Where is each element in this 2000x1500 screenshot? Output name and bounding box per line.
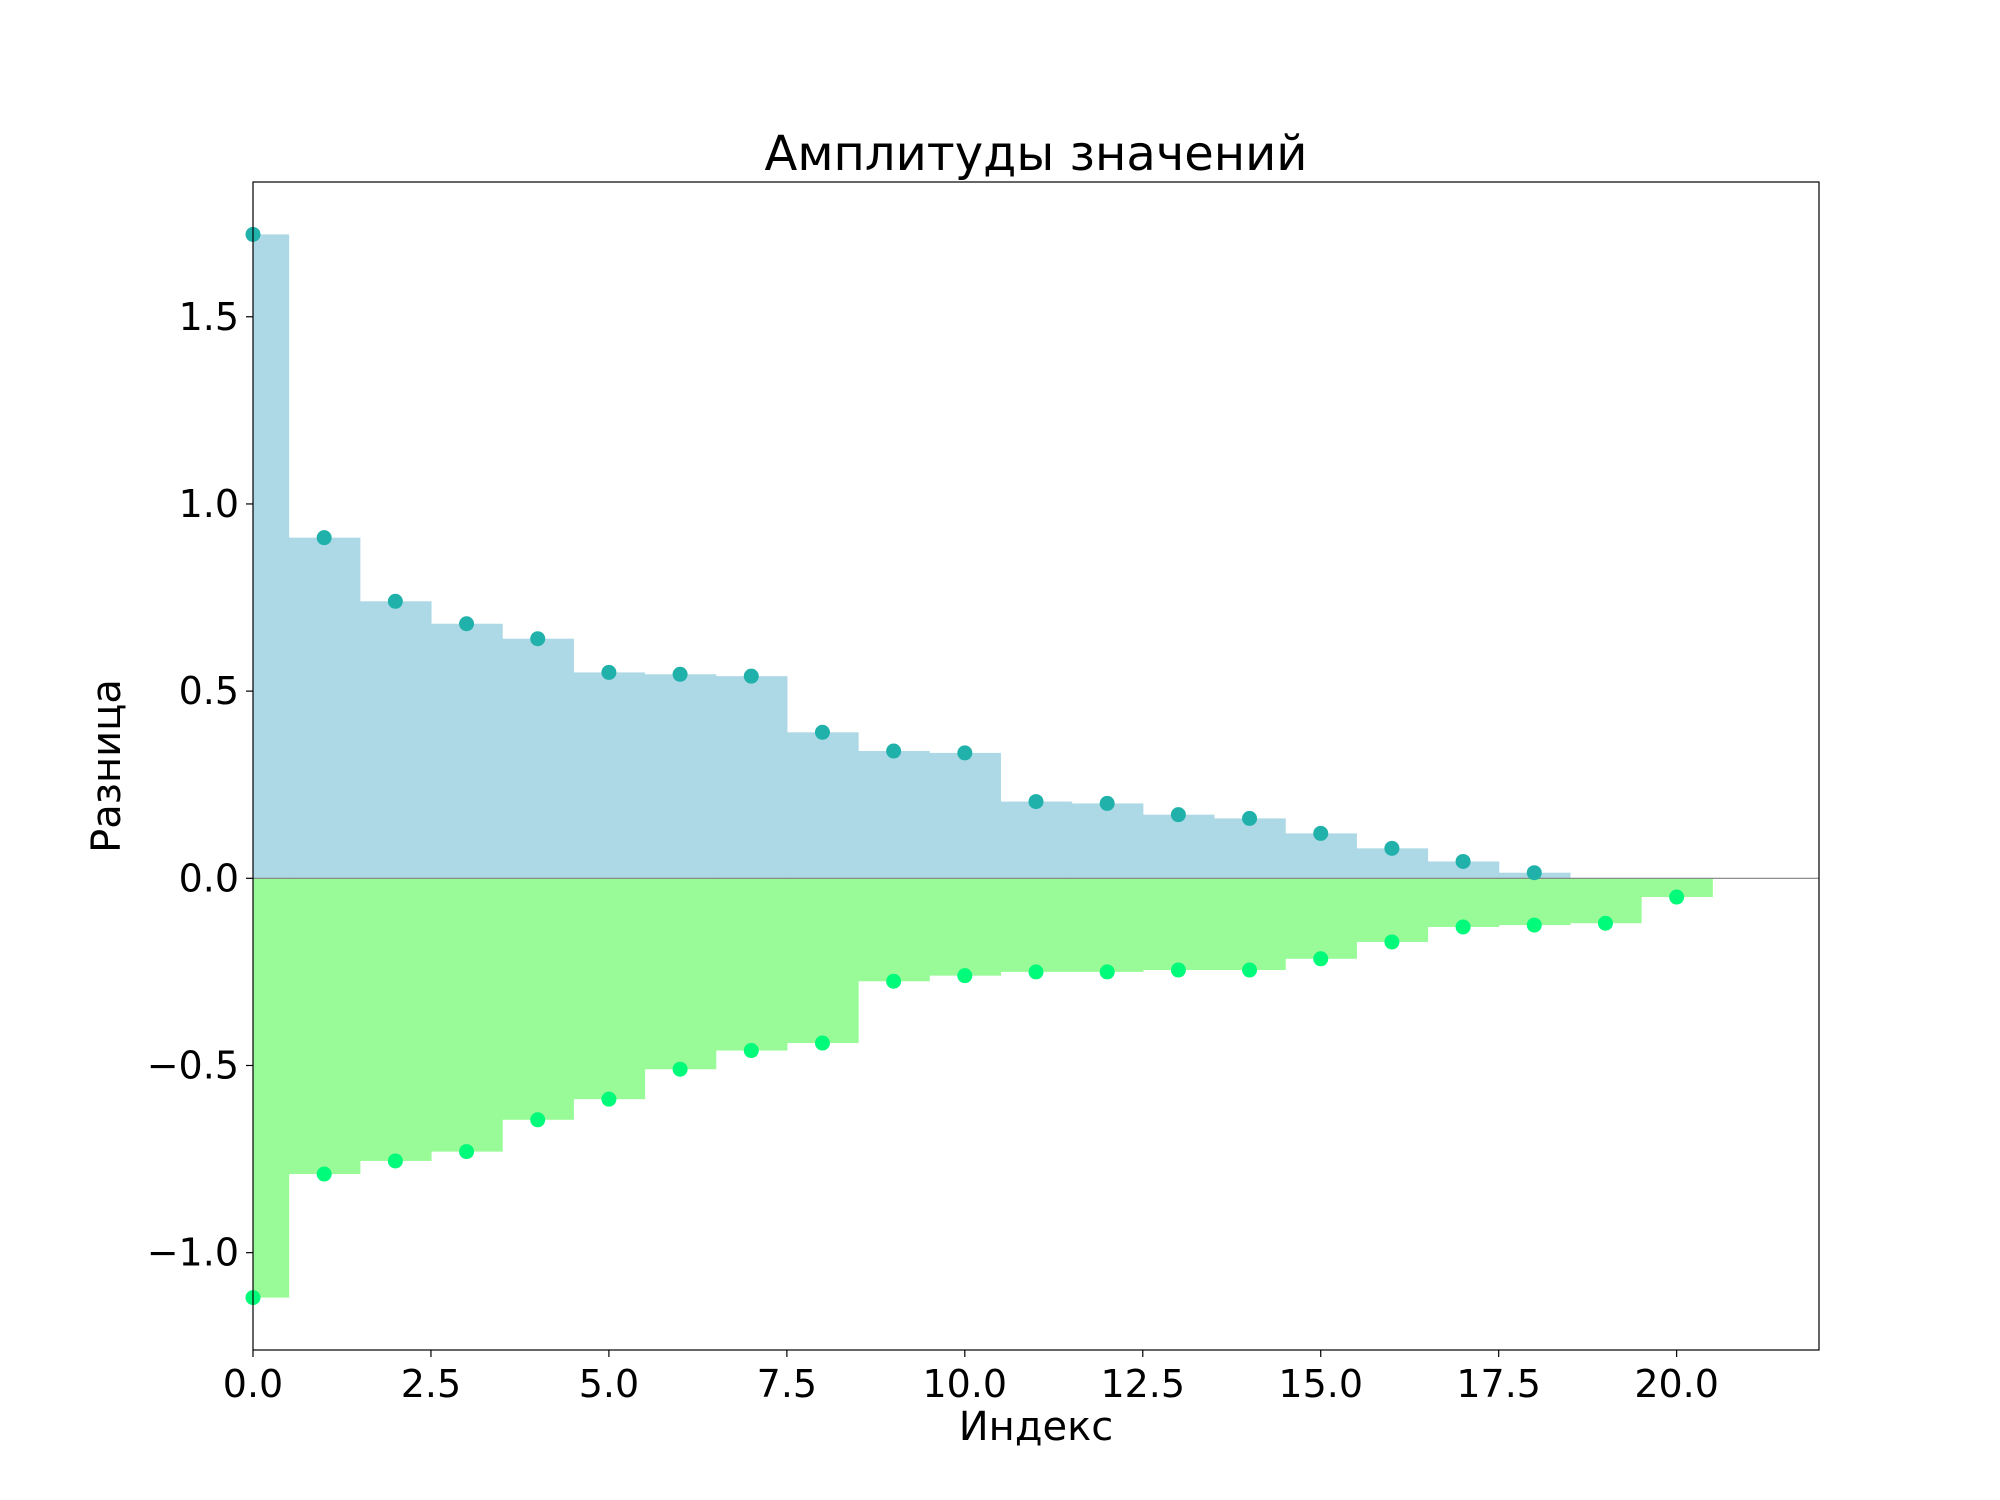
bar-s0-0 bbox=[253, 234, 290, 879]
series-layer bbox=[253, 234, 1713, 1298]
point-s1-15 bbox=[1313, 951, 1329, 967]
bar-s1-9 bbox=[858, 878, 930, 982]
bar-s0-4 bbox=[502, 638, 574, 879]
point-s0-5 bbox=[601, 664, 617, 680]
x-tick-label-5: 12.5 bbox=[1100, 1362, 1185, 1406]
bar-s0-8 bbox=[786, 732, 859, 879]
point-s0-12 bbox=[1099, 795, 1115, 811]
x-tick-label-8: 20.0 bbox=[1634, 1362, 1719, 1406]
bar-s0-1 bbox=[288, 537, 361, 879]
point-s1-16 bbox=[1384, 934, 1400, 950]
marker-layer bbox=[245, 226, 1685, 1306]
point-s1-14 bbox=[1242, 962, 1258, 978]
point-s0-9 bbox=[886, 743, 902, 759]
point-s0-14 bbox=[1242, 810, 1258, 826]
point-s1-19 bbox=[1597, 915, 1613, 931]
bar-s1-2 bbox=[359, 878, 432, 1161]
bar-s0-3 bbox=[430, 623, 503, 879]
x-tick-label-6: 15.0 bbox=[1278, 1362, 1363, 1406]
y-tick-label-5: 1.5 bbox=[179, 295, 239, 339]
x-tick-label-7: 17.5 bbox=[1456, 1362, 1541, 1406]
bar-s1-13 bbox=[1142, 878, 1215, 971]
y-tick-label-2: 0.0 bbox=[179, 856, 239, 900]
point-s0-18 bbox=[1526, 865, 1542, 881]
point-s0-7 bbox=[743, 668, 759, 684]
bar-s0-12 bbox=[1071, 803, 1144, 879]
point-s1-3 bbox=[459, 1144, 475, 1160]
y-tick-label-3: 0.5 bbox=[179, 669, 239, 713]
point-s1-12 bbox=[1099, 964, 1115, 980]
x-tick-label-2: 5.0 bbox=[579, 1362, 639, 1406]
point-s1-9 bbox=[886, 973, 902, 989]
bar-s0-2 bbox=[359, 601, 432, 879]
bar-s1-8 bbox=[786, 878, 859, 1044]
point-s0-1 bbox=[316, 530, 332, 546]
x-axis: 0.0 2.5 5.0 7.5 10.0 12.5 15.0 17.5 20.0 bbox=[223, 1350, 1719, 1406]
bar-s0-9 bbox=[858, 751, 930, 879]
plot-frame bbox=[252, 181, 1820, 1351]
x-tick-label-3: 7.5 bbox=[757, 1362, 817, 1406]
chart-title: Амплитуды значений bbox=[765, 126, 1308, 182]
point-s1-17 bbox=[1455, 919, 1471, 935]
bar-s0-5 bbox=[573, 672, 646, 879]
bar-s0-7 bbox=[715, 676, 788, 879]
bar-s1-0 bbox=[253, 878, 290, 1298]
point-s0-2 bbox=[387, 593, 403, 609]
point-s1-6 bbox=[672, 1061, 688, 1077]
point-s1-18 bbox=[1526, 917, 1542, 933]
point-s0-11 bbox=[1028, 794, 1044, 810]
x-tick-label-4: 10.0 bbox=[923, 1362, 1008, 1406]
point-s1-5 bbox=[601, 1091, 617, 1107]
bar-s0-6 bbox=[644, 674, 717, 879]
bar-s1-14 bbox=[1213, 878, 1286, 971]
bar-s0-13 bbox=[1142, 814, 1215, 879]
point-s0-3 bbox=[459, 616, 475, 632]
y-axis: −1.0 −0.5 0.0 0.5 1.0 1.5 bbox=[147, 295, 253, 1275]
x-tick-label-1: 2.5 bbox=[401, 1362, 461, 1406]
point-s1-20 bbox=[1669, 889, 1685, 905]
point-s1-7 bbox=[743, 1043, 759, 1059]
point-s0-16 bbox=[1384, 840, 1400, 856]
bar-s1-10 bbox=[929, 878, 1002, 976]
bar-s0-10 bbox=[929, 752, 1002, 879]
bar-s0-11 bbox=[1000, 801, 1073, 879]
bar-s1-15 bbox=[1285, 878, 1357, 959]
bar-s1-3 bbox=[430, 878, 503, 1152]
bar-s1-7 bbox=[715, 878, 788, 1051]
bar-s1-16 bbox=[1356, 878, 1429, 942]
point-s0-13 bbox=[1170, 807, 1186, 823]
bar-s1-12 bbox=[1071, 878, 1144, 972]
point-s1-11 bbox=[1028, 964, 1044, 980]
bar-s1-11 bbox=[1000, 878, 1073, 972]
bar-s0-14 bbox=[1213, 818, 1286, 879]
y-tick-label-1: −0.5 bbox=[147, 1043, 239, 1087]
y-tick-label-0: −1.0 bbox=[147, 1231, 239, 1275]
y-tick-label-4: 1.0 bbox=[179, 482, 239, 526]
point-s1-13 bbox=[1170, 962, 1186, 978]
point-s1-1 bbox=[316, 1166, 332, 1182]
point-s1-2 bbox=[387, 1153, 403, 1169]
point-s1-4 bbox=[530, 1112, 546, 1128]
x-tick-label-0: 0.0 bbox=[223, 1362, 283, 1406]
point-s0-10 bbox=[957, 745, 973, 761]
x-axis-title: Индекс bbox=[959, 1404, 1114, 1450]
bar-s1-1 bbox=[288, 878, 361, 1175]
bar-s1-17 bbox=[1427, 878, 1500, 927]
bar-s1-6 bbox=[644, 878, 717, 1070]
y-axis-title: Разница bbox=[84, 679, 130, 853]
point-s0-4 bbox=[530, 631, 546, 647]
point-s1-10 bbox=[957, 968, 973, 984]
point-s0-8 bbox=[814, 724, 830, 740]
point-s0-17 bbox=[1455, 853, 1471, 869]
bar-s1-4 bbox=[502, 878, 574, 1120]
point-s0-6 bbox=[672, 666, 688, 682]
point-s1-8 bbox=[814, 1035, 830, 1051]
bar-s1-5 bbox=[573, 878, 646, 1100]
point-s0-15 bbox=[1313, 825, 1329, 841]
bar-s1-20 bbox=[1641, 878, 1713, 898]
bar-s0-17 bbox=[1427, 861, 1500, 879]
bar-s1-18 bbox=[1498, 878, 1571, 926]
